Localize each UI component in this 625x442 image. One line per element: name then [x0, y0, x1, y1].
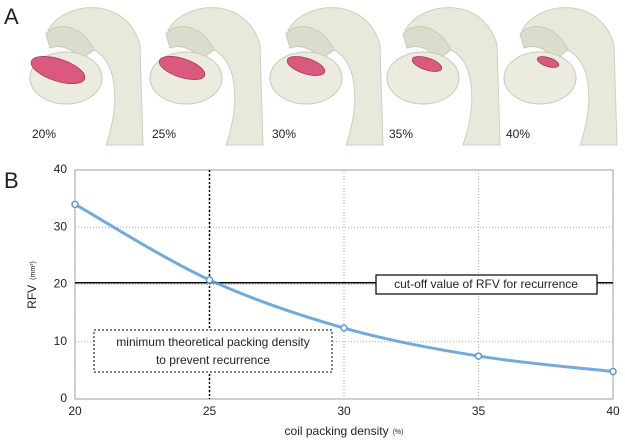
vessel [402, 26, 452, 61]
render: 20% [29, 7, 144, 146]
vessel [47, 7, 144, 146]
data-point [340, 324, 348, 332]
data-point [474, 352, 483, 360]
coil-region [30, 56, 86, 84]
data-point [71, 200, 79, 209]
panel-label: B [4, 168, 19, 193]
coil-region [158, 56, 206, 80]
render-label: 30% [272, 127, 296, 141]
render: 35% [386, 7, 501, 146]
vessel [287, 7, 384, 146]
y-tick-label: 20 [54, 277, 68, 291]
data-point [205, 276, 214, 284]
render-label: 35% [389, 127, 413, 141]
vessel [165, 26, 215, 61]
data-point [609, 367, 617, 376]
x-axis-unit: (%) [393, 429, 404, 436]
render-label: 40% [506, 127, 530, 141]
y-tick-label: 30 [54, 219, 68, 233]
panel-label: A [4, 4, 19, 29]
render: 25% [149, 7, 264, 146]
vessel [45, 26, 95, 61]
x-tick-label: 20 [68, 404, 82, 418]
vessel [404, 7, 501, 146]
render: 30% [269, 7, 384, 146]
coil-region [286, 56, 326, 76]
vessel [285, 26, 335, 61]
vessel [167, 7, 264, 146]
y-tick-label: 40 [54, 162, 68, 176]
y-axis-unit: (mm³) [30, 261, 37, 280]
coil-region [536, 56, 560, 68]
vessel [521, 7, 618, 146]
threshold-annotation: minimum theoretical packing density [116, 335, 309, 349]
x-axis-title-text: coil packing density [285, 424, 389, 438]
sac [269, 51, 343, 105]
x-tick-label: 30 [337, 404, 351, 418]
y-axis-title: RFV (mm³) [25, 261, 39, 309]
vessel [519, 26, 569, 61]
x-tick-label: 35 [472, 404, 486, 418]
y-tick-label: 10 [54, 334, 68, 348]
threshold-annotation-box [93, 329, 333, 373]
render-label: 25% [152, 127, 176, 141]
x-tick-label: 40 [606, 404, 620, 418]
y-axis-title-text: RFV [25, 285, 39, 309]
x-axis-title: coil packing density (%) [285, 424, 404, 438]
cutoff-annotation: cut-off value of RFV for recurrence [394, 277, 578, 291]
x-tick-label: 25 [203, 404, 217, 418]
coil-region [411, 56, 443, 72]
render: 40% [503, 7, 618, 146]
y-tick-label: 0 [60, 391, 67, 405]
cutoff-annotation-box [375, 274, 598, 295]
threshold-annotation: to prevent recurrence [156, 353, 270, 367]
render-label: 20% [32, 127, 56, 141]
sac [386, 51, 460, 105]
